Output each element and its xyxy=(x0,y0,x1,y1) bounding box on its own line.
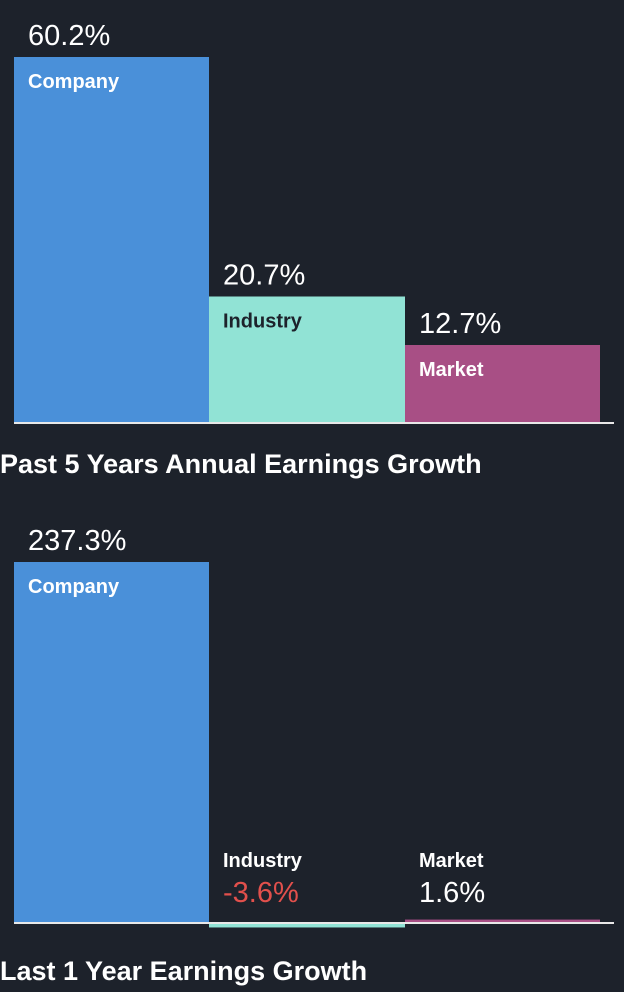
category-label-market: Market xyxy=(419,850,484,872)
value-label-company: 237.3% xyxy=(28,525,126,557)
value-label-industry: 20.7% xyxy=(223,259,305,291)
category-label-market: Market xyxy=(419,359,484,381)
value-label-market: 1.6% xyxy=(419,877,485,909)
chart-panel-2: 237.3% Company -3.6% Industry 1.6% Market Last… xyxy=(0,525,614,986)
value-label-industry: -3.6% xyxy=(223,877,299,909)
baseline xyxy=(14,422,614,424)
bar-company xyxy=(14,562,209,922)
chart-title: Past 5 Years Annual Earnings Growth xyxy=(0,449,482,479)
chart-panel-1: 60.2% Company 20.7% Industry 12.7% Market Past… xyxy=(0,20,614,479)
value-label-market: 12.7% xyxy=(419,308,501,340)
bar-industry xyxy=(209,296,405,422)
category-label-company: Company xyxy=(28,71,120,93)
category-label-industry: Industry xyxy=(223,310,303,332)
baseline xyxy=(14,922,614,924)
value-label-company: 60.2% xyxy=(28,20,110,52)
bar-company xyxy=(14,57,209,422)
category-label-industry: Industry xyxy=(223,850,303,872)
bar-industry xyxy=(209,922,405,928)
chart-title: Last 1 Year Earnings Growth xyxy=(0,956,367,986)
category-label-company: Company xyxy=(28,576,120,598)
bar-market xyxy=(405,344,600,422)
bar-market xyxy=(405,919,600,922)
